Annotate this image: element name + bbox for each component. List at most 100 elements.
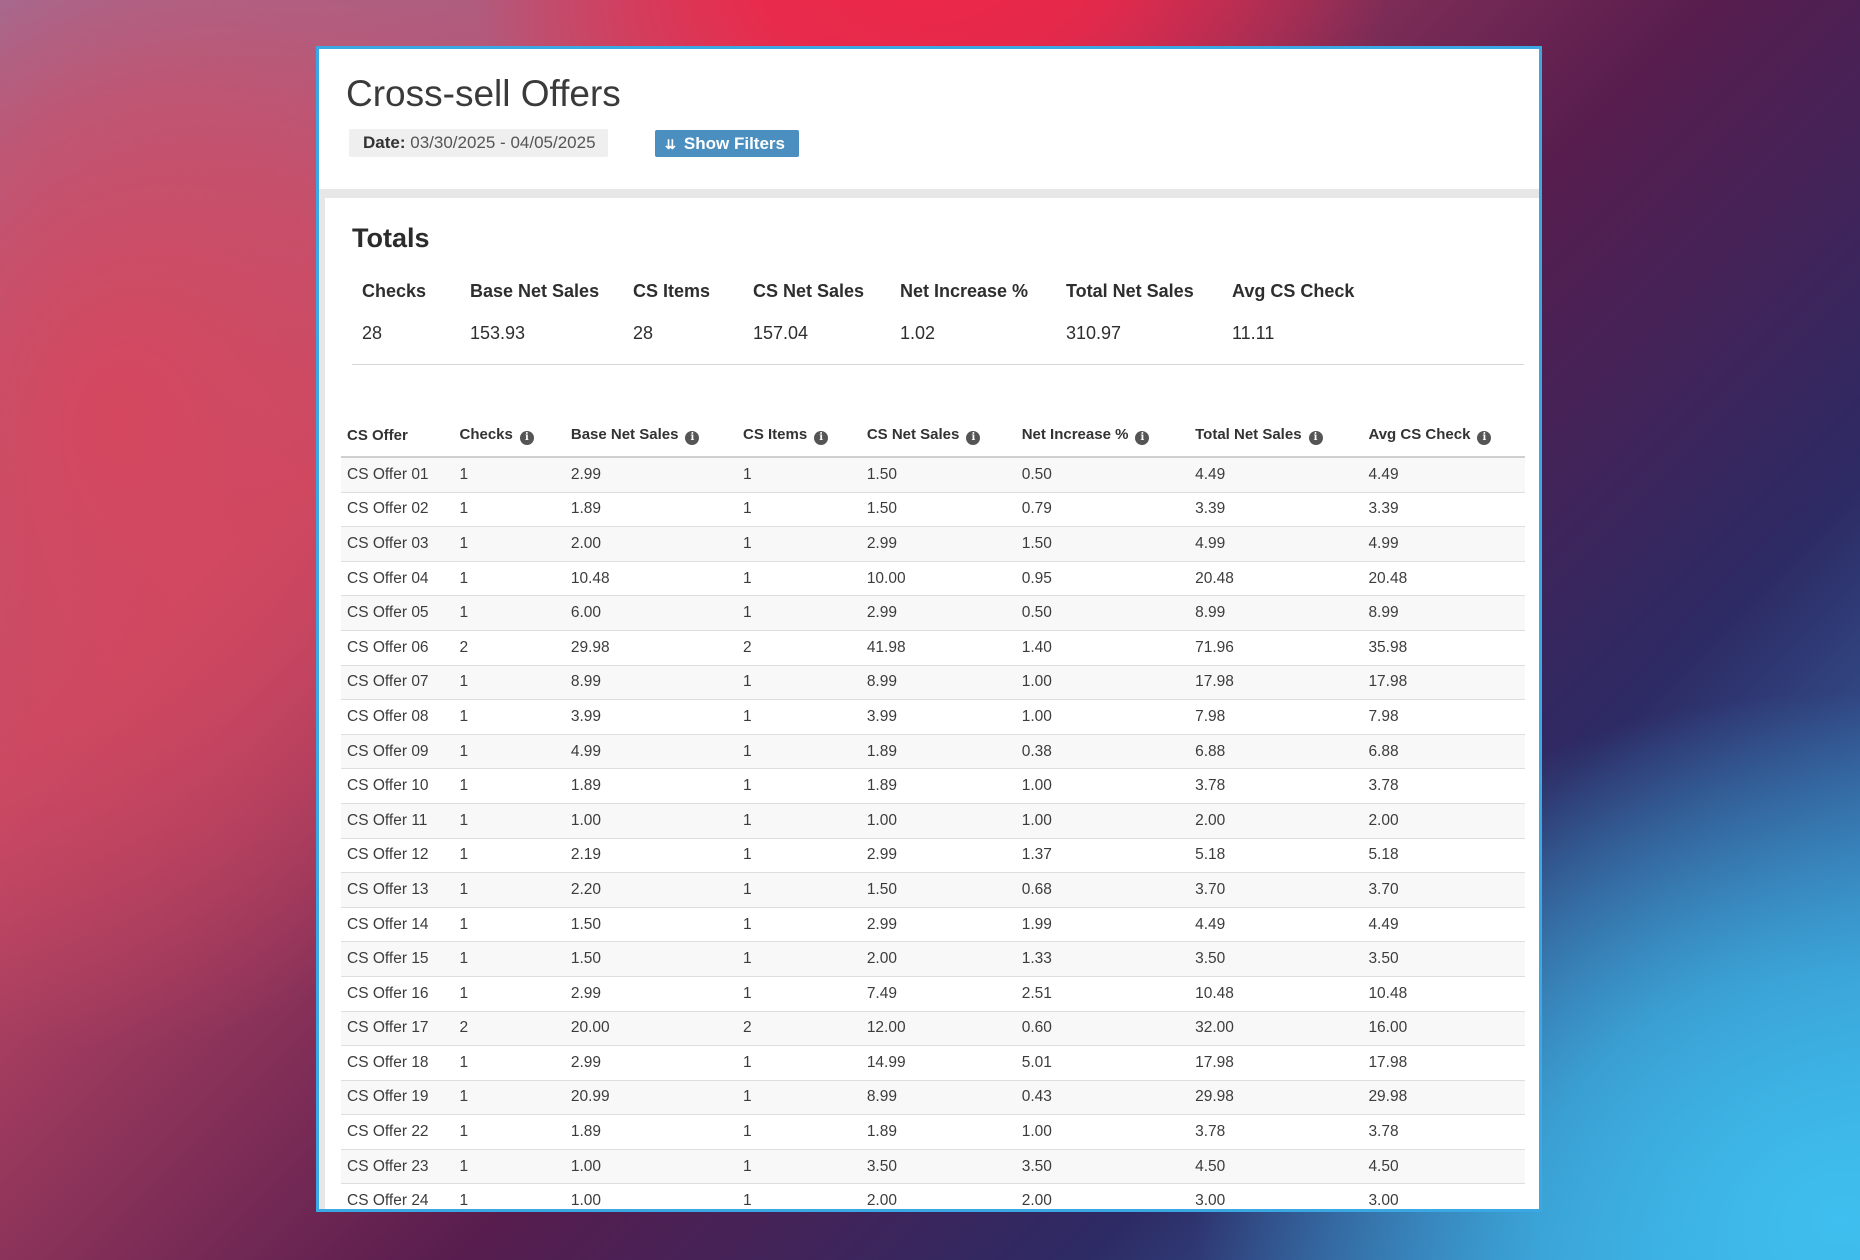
table-cell: 1.00 xyxy=(1015,1114,1190,1150)
table-cell: 20.48 xyxy=(1189,561,1363,597)
column-header[interactable]: CS Net Sales i xyxy=(860,415,1016,458)
column-header-label: CS Items xyxy=(742,426,808,443)
table-cell: CS Offer 03 xyxy=(341,526,454,562)
table-cell: 17.98 xyxy=(1189,1045,1363,1081)
table-cell: 2.99 xyxy=(860,838,1016,874)
table-cell: 7.98 xyxy=(1189,699,1363,735)
table-cell: 4.49 xyxy=(1189,457,1363,493)
table-cell: 1 xyxy=(736,595,861,631)
table-cell: 8.99 xyxy=(860,1080,1016,1116)
table-cell: 0.50 xyxy=(1015,457,1190,493)
info-icon[interactable]: i xyxy=(814,431,829,445)
table-cell: 3.78 xyxy=(1189,768,1363,804)
table-cell: 1 xyxy=(453,492,565,528)
column-header[interactable]: Base Net Sales i xyxy=(564,415,737,458)
column-header-label: Checks xyxy=(459,426,513,443)
info-icon[interactable]: i xyxy=(1477,431,1492,445)
totals-value: 28 xyxy=(633,323,654,343)
table-cell: 1 xyxy=(736,492,861,528)
table-cell: 20.99 xyxy=(564,1080,737,1116)
table-cell: 1 xyxy=(453,1114,565,1150)
header-divider xyxy=(325,189,1539,198)
table-cell: 1 xyxy=(453,734,565,770)
table-cell: 1.00 xyxy=(1015,699,1190,735)
table-header-row: CS Offer Checks i Base Net Sales i CS Items i C… xyxy=(341,415,1525,458)
table-cell: 1.33 xyxy=(1015,941,1190,977)
date-value: 03/30/2025 - 04/05/2025 xyxy=(410,133,596,152)
table-cell: 1.00 xyxy=(1015,665,1190,701)
table-cell: 3.78 xyxy=(1189,1114,1363,1150)
table-cell: 1 xyxy=(453,768,565,804)
table-cell: 2.00 xyxy=(1189,803,1363,839)
table-cell: CS Offer 19 xyxy=(341,1080,454,1116)
table-row: CS Offer 08 1 3.99 1 3.99 1.00 7.98 7.98 xyxy=(341,699,1525,735)
column-header[interactable]: Checks i xyxy=(453,415,565,458)
column-header[interactable]: Net Increase % i xyxy=(1015,415,1190,458)
column-header[interactable]: Avg CS Check i xyxy=(1362,415,1525,458)
table-cell: 2.00 xyxy=(1362,803,1525,839)
table-cell: 17.98 xyxy=(1362,665,1525,701)
table-cell: CS Offer 22 xyxy=(341,1114,454,1150)
column-header[interactable]: Total Net Sales i xyxy=(1189,415,1363,458)
table-cell: 2.51 xyxy=(1015,976,1190,1012)
table-cell: 5.18 xyxy=(1362,838,1525,874)
table-cell: CS Offer 13 xyxy=(341,872,454,908)
table-cell: 4.49 xyxy=(1362,907,1525,943)
info-icon[interactable]: i xyxy=(1308,431,1323,445)
table-cell: 1 xyxy=(453,838,565,874)
table-cell: CS Offer 15 xyxy=(341,941,454,977)
totals-value: 28 xyxy=(362,323,383,343)
column-header[interactable]: CS Items i xyxy=(736,415,861,458)
table-cell: 1.50 xyxy=(860,457,1016,493)
table-cell: 1.89 xyxy=(860,734,1016,770)
totals-value: 157.04 xyxy=(753,323,809,343)
table-cell: 0.38 xyxy=(1015,734,1190,770)
table-cell: 16.00 xyxy=(1362,1011,1525,1047)
table-cell: 3.50 xyxy=(1015,1149,1190,1185)
table-cell: 3.50 xyxy=(1362,941,1525,977)
table-cell: 1 xyxy=(453,907,565,943)
table-cell: 1 xyxy=(736,1183,861,1209)
table-cell: 35.98 xyxy=(1362,630,1525,666)
info-icon[interactable]: i xyxy=(519,431,534,445)
table-cell: CS Offer 16 xyxy=(341,976,454,1012)
totals-label: CS Items xyxy=(633,281,711,301)
table-row: CS Offer 14 1 1.50 1 2.99 1.99 4.49 4.49 xyxy=(341,907,1525,943)
table-cell: 1.40 xyxy=(1015,630,1190,666)
date-range-badge: Date: 03/30/2025 - 04/05/2025 xyxy=(349,129,608,157)
column-header-label: CS Net Sales xyxy=(866,426,960,443)
table-row: CS Offer 18 1 2.99 1 14.99 5.01 17.98 17.98 xyxy=(341,1045,1525,1081)
table-cell: 71.96 xyxy=(1189,630,1363,666)
table-cell: 1 xyxy=(453,872,565,908)
table-cell: 6.88 xyxy=(1362,734,1525,770)
table-cell: 1 xyxy=(736,1080,861,1116)
table-cell: 20.00 xyxy=(564,1011,737,1047)
table-row: CS Offer 04 1 10.48 1 10.00 0.95 20.48 20.48 xyxy=(341,561,1525,597)
info-icon[interactable]: i xyxy=(1135,431,1150,445)
table-cell: 1 xyxy=(453,1183,565,1209)
table-cell: 1 xyxy=(736,907,861,943)
info-icon[interactable]: i xyxy=(966,431,981,445)
totals-value: 1.02 xyxy=(900,323,936,343)
table-body: CS Offer 01 1 2.99 1 1.50 0.50 4.49 4.49 CS Offe… xyxy=(341,457,1525,1209)
table-cell: 0.95 xyxy=(1015,561,1190,597)
column-header[interactable]: CS Offer xyxy=(341,415,454,458)
show-filters-button[interactable]: ⇊ Show Filters xyxy=(655,130,799,157)
table-cell: 1 xyxy=(453,1045,565,1081)
table-row: CS Offer 01 1 2.99 1 1.50 0.50 4.49 4.49 xyxy=(341,457,1525,493)
table-row: CS Offer 16 1 2.99 1 7.49 2.51 10.48 10.48 xyxy=(341,976,1525,1012)
table-cell: 1 xyxy=(453,561,565,597)
totals-heading: Totals xyxy=(352,223,430,253)
table-row: CS Offer 24 1 1.00 1 2.00 2.00 3.00 3.00 xyxy=(341,1183,1525,1209)
table-row: CS Offer 11 1 1.00 1 1.00 1.00 2.00 2.00 xyxy=(341,803,1525,839)
table-cell: 1 xyxy=(736,734,861,770)
table-cell: 2.99 xyxy=(564,976,737,1012)
table-row: CS Offer 17 2 20.00 2 12.00 0.60 32.00 16.00 xyxy=(341,1011,1525,1047)
table-cell: 5.01 xyxy=(1015,1045,1190,1081)
show-filters-label: Show Filters xyxy=(683,134,785,153)
table-cell: 6.00 xyxy=(564,595,737,631)
table-cell: 2.00 xyxy=(564,526,737,562)
table-cell: CS Offer 11 xyxy=(341,803,454,839)
info-icon[interactable]: i xyxy=(685,431,700,445)
table-cell: 2 xyxy=(736,630,861,666)
